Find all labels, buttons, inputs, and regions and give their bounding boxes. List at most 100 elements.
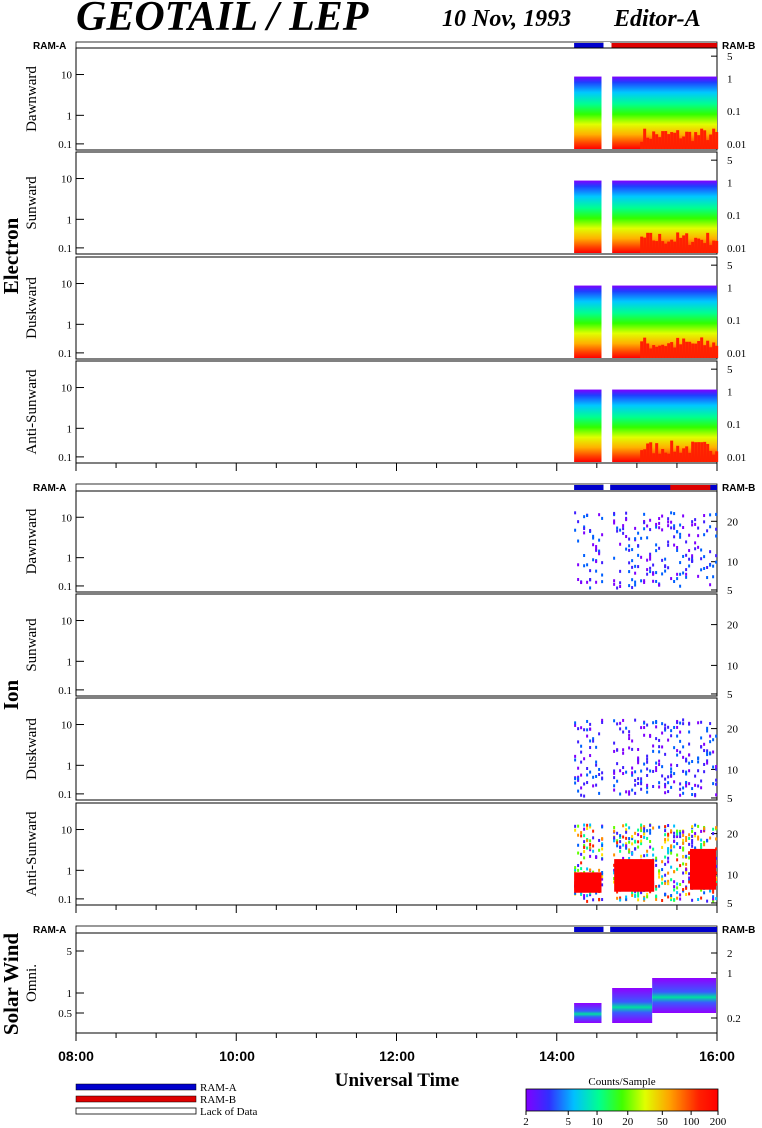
spectrogram-cell (631, 766, 634, 770)
y-tick-label: 1 (67, 423, 73, 435)
spectrogram-cell (703, 840, 706, 844)
spectrogram-cell (694, 343, 698, 358)
spectrogram-cell (586, 781, 589, 785)
spectrogram-cell (694, 541, 697, 545)
spectrogram-cell (664, 727, 667, 731)
spectrogram-cell (703, 770, 706, 774)
ram-legend: RAM-A RAM-B Lack of Data (75, 1082, 258, 1118)
spectrogram-cell (619, 542, 622, 546)
spectrogram-cell (685, 553, 688, 557)
spectrogram-cell (613, 836, 616, 840)
spectrogram-cell (709, 525, 712, 529)
spectrogram-cell (667, 524, 670, 528)
spectrogram-cell (676, 530, 679, 534)
spectrogram-cell (628, 730, 631, 734)
spectrogram-cell (634, 718, 637, 722)
spectrogram-cell (574, 868, 577, 872)
y-tick-label: 0.1 (58, 139, 72, 151)
spectrogram-cell (589, 823, 592, 827)
spectrogram-cell (631, 835, 634, 839)
spectrogram-cell (667, 775, 670, 779)
panel-label: Sunward (24, 176, 40, 230)
spectrogram-cell (598, 767, 601, 771)
spectrogram-cell (673, 870, 676, 874)
data-gap-line (602, 285, 605, 358)
spectrogram-cell (643, 726, 646, 730)
spectrogram-cell (682, 830, 685, 834)
spectrogram-cell (631, 586, 634, 590)
spectrogram-cell (646, 853, 649, 857)
spectrogram-cell (622, 824, 625, 828)
spectrogram-cell (577, 766, 580, 770)
spectrogram-cell (583, 564, 586, 568)
spectrogram-cell (634, 537, 637, 541)
spectrogram-cell (682, 235, 686, 253)
spectrogram-cell (646, 757, 649, 761)
spectrogram-cell (577, 740, 580, 744)
spectrogram-cell (688, 876, 691, 880)
spectrogram-cell (589, 770, 592, 774)
spectrogram-cell (613, 582, 616, 586)
spectrogram-cell (712, 342, 716, 358)
spectrogram-cell (637, 845, 640, 849)
spectrogram-cell (658, 738, 661, 742)
spectrogram-cell (616, 841, 619, 845)
x-tick-label: 12:00 (379, 1048, 415, 1064)
spectrogram-cell (691, 556, 694, 560)
spectrogram-cell (595, 569, 598, 573)
spectrogram-cell (646, 343, 650, 358)
spectrogram-cell (634, 583, 637, 587)
spectrogram-cell (670, 734, 673, 738)
spectrogram-cell (667, 856, 670, 860)
panel-frame (75, 932, 718, 1034)
spectrogram-cell (688, 452, 692, 462)
spectrogram-cell (613, 521, 616, 525)
spectrogram-cell (703, 520, 706, 524)
spectrogram-cell (646, 754, 649, 758)
spectrogram-cell (685, 871, 688, 875)
spectrogram-cell (580, 726, 583, 730)
spectrogram-cell (709, 751, 712, 755)
spectrogram-cell (685, 838, 688, 842)
spectrogram-cell (715, 778, 718, 782)
spectrogram-cell (712, 240, 716, 253)
spectrogram-cell (634, 783, 637, 787)
spectrogram-cell (673, 880, 676, 884)
spectrogram-cell (592, 558, 595, 562)
spectrogram-cell (658, 233, 662, 253)
spectrogram-cell (583, 844, 586, 848)
spectrogram-cell (673, 241, 677, 253)
spectrogram-cell (697, 534, 700, 538)
spectrogram-cell (667, 850, 670, 854)
spectrogram-cell (601, 837, 604, 841)
spectrogram-cell (715, 882, 718, 886)
spectrogram-cell (670, 878, 673, 882)
spectrogram-cell (673, 831, 676, 835)
spectrogram-cell (691, 787, 694, 791)
y-tick-label: 5 (67, 946, 73, 958)
spectrogram-cell (574, 777, 577, 781)
spectrogram-cell (589, 891, 592, 895)
spectrogram-cell (676, 725, 679, 729)
spectrogram-cell (637, 840, 640, 844)
spectrogram-cell (574, 824, 577, 828)
spectrogram-cell (676, 734, 679, 738)
spectrogram-cell (667, 860, 670, 864)
spectrogram-cell (652, 826, 655, 830)
y-tick-label-right: 20 (727, 829, 739, 841)
spectrogram-cell (652, 453, 656, 462)
spectrogram-band (574, 389, 602, 462)
spectrogram-cell (646, 536, 649, 540)
spectrogram-cell (667, 879, 670, 883)
spectrogram-cell (679, 750, 682, 754)
spectrogram-cell (676, 896, 679, 900)
spectrogram-cell (667, 134, 671, 149)
spectrogram-cell (691, 825, 694, 829)
colorbar-tick-label: 200 (710, 1116, 727, 1128)
data-gap-line (602, 389, 605, 462)
spectrogram-cell (676, 853, 679, 857)
spectrogram-cell (589, 842, 592, 846)
spectrogram-cell (691, 141, 695, 149)
spectrogram-cell (706, 749, 709, 753)
spectrogram-cell (631, 893, 634, 897)
